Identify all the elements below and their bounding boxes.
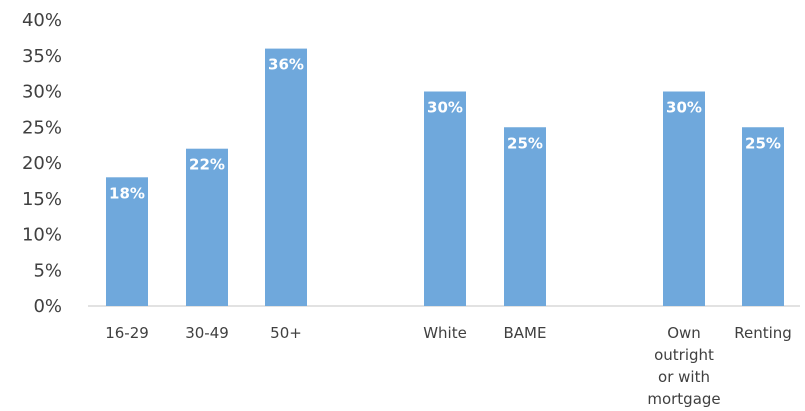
data-label: 18% xyxy=(109,184,145,202)
category-label: Renting xyxy=(734,324,792,342)
y-tick-label: 40% xyxy=(22,10,62,31)
category-label: BAME xyxy=(504,324,547,342)
bar xyxy=(504,127,546,306)
data-label: 25% xyxy=(745,134,781,152)
bar xyxy=(424,91,466,306)
bar xyxy=(663,91,705,306)
y-tick-label: 0% xyxy=(33,296,62,317)
data-label: 30% xyxy=(666,99,702,117)
category-label: 16-29 xyxy=(105,324,149,342)
bar xyxy=(265,48,307,306)
y-tick-label: 5% xyxy=(33,260,62,281)
category-label: White xyxy=(423,324,467,342)
y-tick-label: 10% xyxy=(22,225,62,246)
category-label: 50+ xyxy=(270,324,302,342)
y-tick-label: 15% xyxy=(22,189,62,210)
y-tick-label: 20% xyxy=(22,153,62,174)
bar xyxy=(742,127,784,306)
y-axis-tick-labels: 0% 5% 10% 15% 20% 25% 30% 35% 40% xyxy=(22,10,62,317)
y-tick-label: 25% xyxy=(22,117,62,138)
y-tick-label: 30% xyxy=(22,82,62,103)
data-label: 30% xyxy=(427,99,463,117)
category-labels: 16-29 30-49 50+ White BAME Own outright or with… xyxy=(105,324,792,408)
data-label: 22% xyxy=(189,156,225,174)
bars xyxy=(106,48,784,306)
y-tick-label: 35% xyxy=(22,46,62,67)
category-label: 30-49 xyxy=(185,324,229,342)
data-label: 25% xyxy=(507,134,543,152)
bar xyxy=(186,148,228,306)
category-label: Own outright or with mortgage xyxy=(647,324,720,408)
data-labels: 18% 22% 36% 30% 25% 30% 25% xyxy=(109,56,781,203)
data-label: 36% xyxy=(268,56,304,74)
bar xyxy=(106,177,148,306)
